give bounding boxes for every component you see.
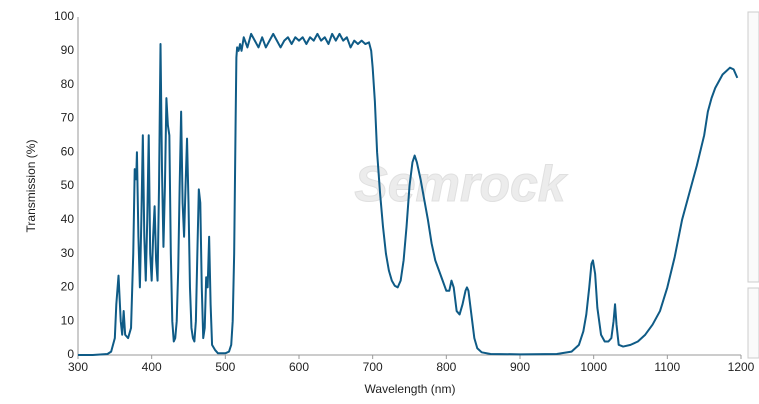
y-tick-label: 100 [54, 9, 74, 23]
x-tick-label: 1100 [654, 360, 680, 374]
x-tick-label: 500 [215, 360, 235, 374]
x-tick-label: 1200 [728, 360, 755, 374]
y-tick-label: 10 [61, 313, 75, 327]
x-tick-label: 600 [289, 360, 309, 374]
x-tick-label: 300 [68, 360, 88, 374]
side-panel [747, 287, 759, 359]
x-tick-label: 700 [363, 360, 383, 374]
y-tick-label: 30 [61, 246, 75, 260]
x-tick-label: 800 [436, 360, 456, 374]
y-tick-label: 50 [61, 178, 75, 192]
y-tick-label: 70 [61, 111, 75, 125]
y-axis-label: Transmission (%) [24, 140, 38, 233]
side-panel [747, 11, 759, 283]
y-tick-label: 40 [61, 212, 75, 226]
y-tick-label: 90 [61, 43, 75, 57]
x-tick-label: 400 [142, 360, 162, 374]
spectrum-line [78, 32, 739, 356]
y-tick-label: 60 [61, 144, 75, 158]
x-tick-label: 1000 [580, 360, 607, 374]
y-tick-label: 0 [67, 347, 74, 361]
x-axis-label: Wavelength (nm) [365, 382, 456, 396]
y-tick-label: 80 [61, 77, 75, 91]
watermark: Semrock [354, 156, 567, 212]
x-tick-label: 900 [510, 360, 530, 374]
y-tick-label: 20 [61, 280, 75, 294]
